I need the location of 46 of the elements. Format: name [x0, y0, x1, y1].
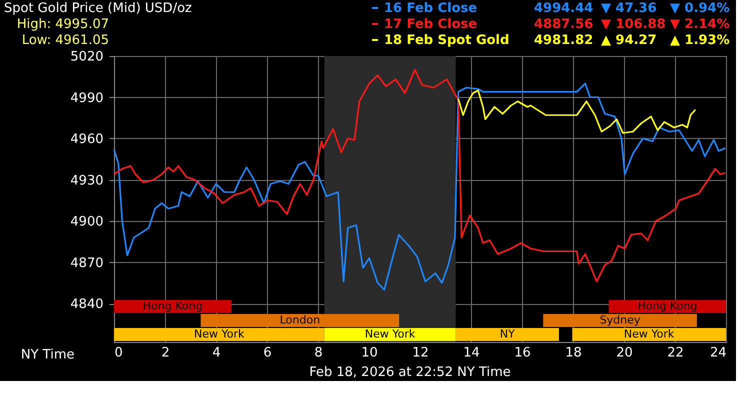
x-tick-label: 22	[667, 346, 684, 360]
x-tick-label: 24	[710, 346, 726, 360]
band-label: Hong Kong	[637, 300, 698, 312]
text: Low: 4961.05	[22, 33, 109, 48]
text: 4981.82	[534, 33, 594, 48]
x-tick-label: 14	[463, 346, 480, 360]
band-label: New York	[364, 328, 416, 340]
text: ▼ 2.14%	[670, 17, 730, 32]
y-tick-label: 4870	[70, 256, 104, 271]
text: High: 4995.07	[16, 17, 109, 32]
band-label: Hong Kong	[142, 300, 203, 312]
x-axis-title: NY Time	[20, 348, 74, 362]
x-tick-label: 0	[114, 346, 123, 360]
legend-label: 16 Feb Close	[384, 1, 478, 16]
y-tick-label: 4960	[70, 132, 104, 147]
y-tick-label: 4990	[70, 90, 104, 106]
line-series	[457, 90, 696, 134]
band-label: London	[280, 314, 320, 326]
legend-label: 17 Feb Close	[384, 17, 478, 32]
chart-title: Spot Gold Price (Mid) USD/oz	[4, 1, 192, 16]
band-label: New York	[624, 328, 675, 340]
x-tick-label: 6	[263, 346, 272, 360]
text: 4887.56	[534, 17, 594, 32]
x-tick-label: 12	[412, 346, 429, 360]
text: ▲ 94.27	[601, 33, 657, 48]
text: ▼ 106.88	[601, 17, 666, 32]
y-tick-label: 5020	[70, 50, 104, 64]
text: 4994.44	[534, 1, 594, 16]
text: ▼ 0.94%	[670, 1, 730, 16]
y-tick-label: 4840	[70, 297, 104, 312]
x-tick-label: 20	[616, 346, 633, 360]
x-tick-label: 4	[212, 346, 221, 360]
band-label: New York	[194, 328, 245, 340]
band-label: NY	[500, 328, 516, 340]
x-tick-label: 2	[161, 346, 170, 360]
x-tick-label: 8	[314, 346, 323, 360]
y-tick-label: 4900	[70, 214, 104, 230]
text: ▲ 1.93%	[670, 33, 730, 48]
x-tick-label: 18	[565, 346, 582, 360]
band-label: Sydney	[600, 314, 641, 326]
x-tick-label: 10	[361, 346, 378, 360]
y-tick-label: 4930	[70, 173, 104, 188]
text: ▼ 47.36	[601, 1, 657, 16]
x-tick-label: 16	[514, 346, 531, 360]
legend-label: 18 Feb Spot Gold	[384, 33, 510, 48]
text: Feb 18, 2026 at 22:52 NY Time	[309, 365, 511, 380]
